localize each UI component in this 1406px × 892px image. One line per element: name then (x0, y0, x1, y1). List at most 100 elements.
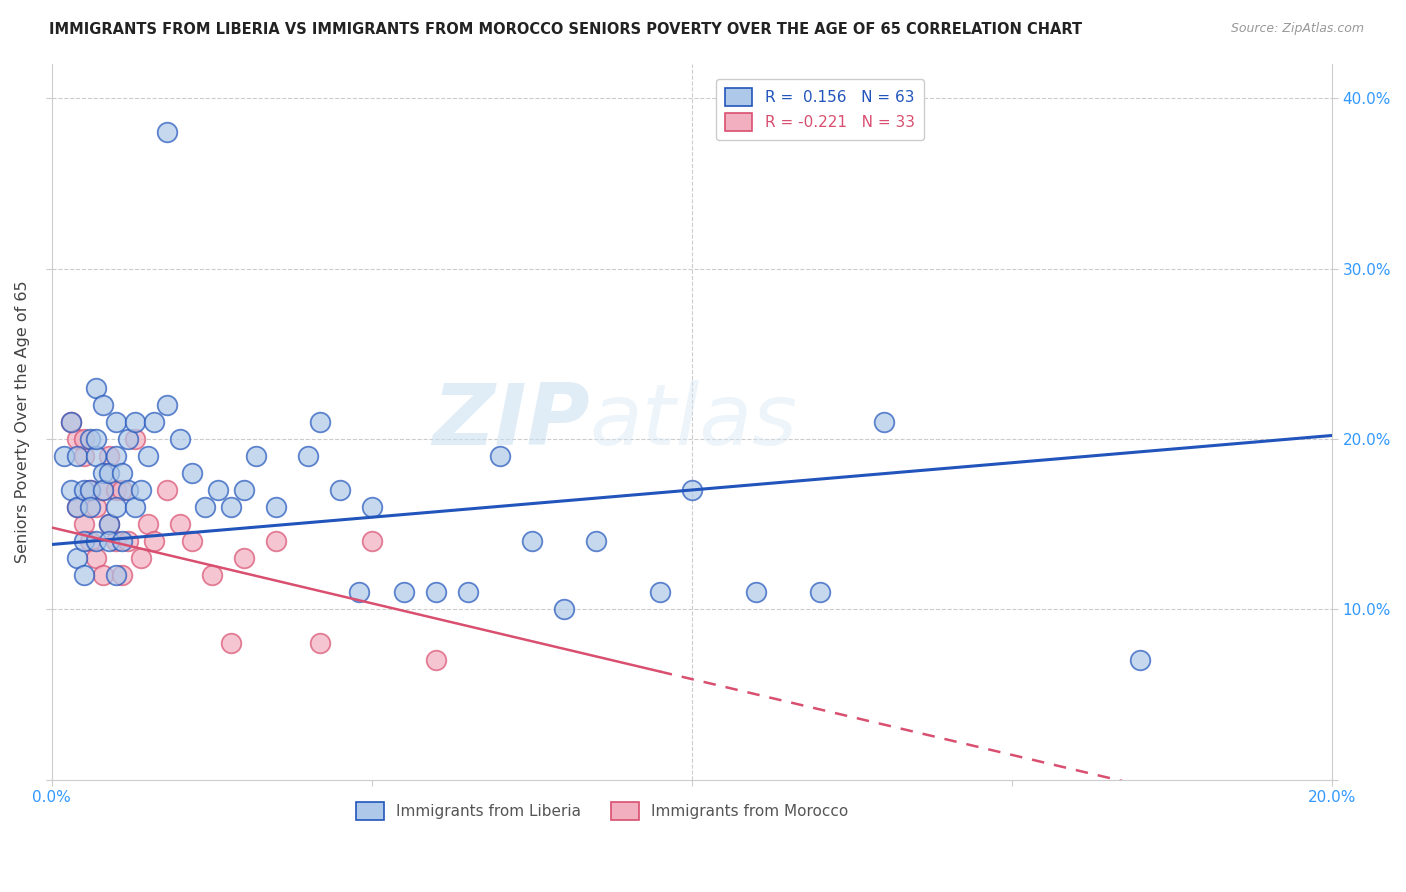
Text: ZIP: ZIP (432, 380, 589, 463)
Point (79, 432, 101, 446)
Point (91, 483, 114, 497)
Text: IMMIGRANTS FROM LIBERIA VS IMMIGRANTS FROM MOROCCO SENIORS POVERTY OVER THE AGE : IMMIGRANTS FROM LIBERIA VS IMMIGRANTS FR… (49, 22, 1083, 37)
Point (66, 449, 89, 463)
Point (181, 534, 204, 549)
Point (156, 398, 179, 412)
Text: atlas: atlas (589, 380, 797, 463)
Point (91, 483, 114, 497)
Point (79, 534, 101, 549)
Point (156, 125, 179, 139)
Point (136, 449, 159, 463)
Point (297, 449, 319, 463)
Point (86, 534, 108, 549)
Point (264, 500, 287, 514)
Point (104, 500, 127, 514)
Point (104, 415, 127, 429)
Point (91, 398, 114, 412)
Point (392, 585, 415, 599)
Point (169, 517, 191, 532)
Point (264, 534, 287, 549)
Point (98, 466, 121, 480)
Point (86, 551, 108, 566)
Point (200, 568, 222, 582)
Point (104, 534, 127, 549)
Point (124, 415, 146, 429)
Point (72, 534, 94, 549)
Point (169, 432, 191, 446)
Point (72, 432, 94, 446)
Point (66, 500, 89, 514)
Point (79, 483, 101, 497)
Point (86, 449, 108, 463)
Point (86, 381, 108, 395)
Point (111, 466, 134, 480)
Point (124, 500, 146, 514)
Point (98, 517, 121, 532)
Point (72, 483, 94, 497)
Point (98, 517, 121, 532)
Point (873, 415, 896, 429)
Point (232, 483, 254, 497)
Point (86, 500, 108, 514)
Point (681, 483, 703, 497)
Point (143, 534, 166, 549)
Point (86, 432, 108, 446)
Point (129, 483, 152, 497)
Y-axis label: Seniors Poverty Over the Age of 65: Seniors Poverty Over the Age of 65 (15, 280, 30, 563)
Point (79, 483, 101, 497)
Point (329, 483, 352, 497)
Point (91, 466, 114, 480)
Point (1129, 653, 1152, 667)
Point (219, 500, 242, 514)
Point (745, 585, 768, 599)
Point (79, 500, 101, 514)
Point (425, 653, 447, 667)
Point (124, 432, 146, 446)
Point (136, 517, 159, 532)
Point (360, 500, 382, 514)
Point (245, 449, 267, 463)
Point (72, 517, 94, 532)
Legend: Immigrants from Liberia, Immigrants from Morocco: Immigrants from Liberia, Immigrants from… (350, 796, 855, 826)
Point (488, 449, 510, 463)
Point (425, 585, 447, 599)
Point (347, 585, 370, 599)
Point (129, 551, 152, 566)
Point (72, 568, 94, 582)
Point (59, 483, 82, 497)
Point (194, 500, 217, 514)
Point (207, 483, 229, 497)
Point (143, 415, 166, 429)
Point (111, 568, 134, 582)
Point (91, 568, 114, 582)
Point (117, 534, 139, 549)
Point (104, 449, 127, 463)
Point (98, 534, 121, 549)
Point (309, 636, 332, 650)
Point (117, 432, 139, 446)
Point (59, 415, 82, 429)
Point (66, 432, 89, 446)
Point (360, 534, 382, 549)
Point (66, 551, 89, 566)
Point (156, 483, 179, 497)
Point (520, 534, 543, 549)
Point (59, 415, 82, 429)
Point (457, 585, 479, 599)
Point (98, 449, 121, 463)
Point (232, 551, 254, 566)
Point (66, 500, 89, 514)
Point (111, 534, 134, 549)
Point (117, 483, 139, 497)
Point (585, 534, 607, 549)
Point (104, 568, 127, 582)
Point (648, 585, 671, 599)
Point (53, 449, 76, 463)
Point (309, 415, 332, 429)
Text: Source: ZipAtlas.com: Source: ZipAtlas.com (1230, 22, 1364, 36)
Point (219, 636, 242, 650)
Point (553, 602, 575, 616)
Point (72, 449, 94, 463)
Point (104, 483, 127, 497)
Point (181, 466, 204, 480)
